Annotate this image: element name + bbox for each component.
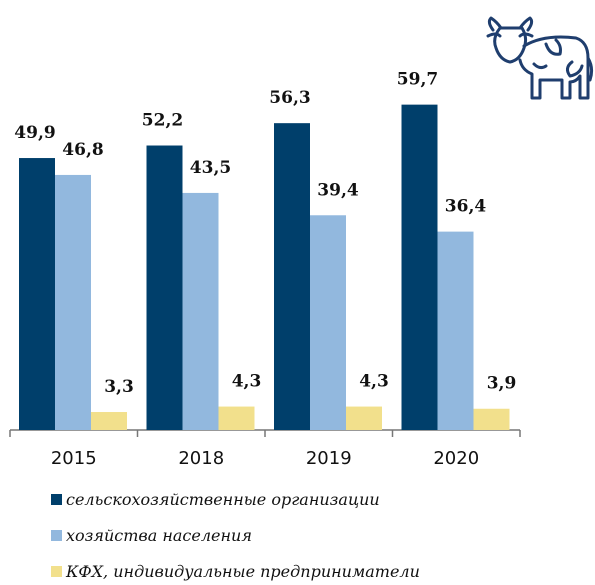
bar bbox=[346, 407, 382, 430]
legend-label: сельскохозяйственные организации bbox=[66, 490, 380, 509]
value-label: 36,4 bbox=[445, 197, 487, 217]
value-label: 39,4 bbox=[317, 180, 359, 200]
bar bbox=[19, 158, 55, 430]
legend-label: КФХ, индивидуальные предприниматели bbox=[65, 562, 420, 581]
bar bbox=[147, 146, 183, 430]
bar bbox=[183, 193, 219, 430]
value-label: 59,7 bbox=[397, 70, 438, 90]
x-tick-label: 2015 bbox=[51, 448, 97, 469]
value-label: 4,3 bbox=[359, 372, 389, 392]
chart: 2015 2018 2019 2020 49,9 52,2 56,3 59,7 46,8 43,5… bbox=[0, 0, 595, 585]
legend-swatch bbox=[51, 494, 62, 505]
bar bbox=[55, 175, 91, 430]
bar bbox=[310, 215, 346, 430]
legend-swatch bbox=[51, 566, 62, 577]
value-label: 49,9 bbox=[14, 123, 55, 143]
bar bbox=[474, 409, 510, 430]
value-label: 56,3 bbox=[269, 88, 310, 108]
x-tick-label: 2020 bbox=[433, 448, 479, 469]
value-label: 3,3 bbox=[104, 377, 134, 397]
value-label: 46,8 bbox=[62, 140, 103, 160]
value-label: 43,5 bbox=[190, 158, 231, 178]
bar bbox=[91, 412, 127, 430]
cow-icon bbox=[488, 18, 592, 98]
value-label: 4,3 bbox=[232, 372, 262, 392]
value-label: 3,9 bbox=[487, 374, 517, 394]
value-label: 52,2 bbox=[142, 111, 183, 131]
bar bbox=[438, 232, 474, 430]
legend-swatch bbox=[51, 530, 62, 541]
x-tick-label: 2018 bbox=[178, 448, 224, 469]
bar bbox=[274, 123, 310, 430]
x-tick-label: 2019 bbox=[306, 448, 352, 469]
bar bbox=[219, 407, 255, 430]
bar bbox=[402, 105, 438, 430]
legend-label: хозяйства населения bbox=[66, 526, 252, 545]
